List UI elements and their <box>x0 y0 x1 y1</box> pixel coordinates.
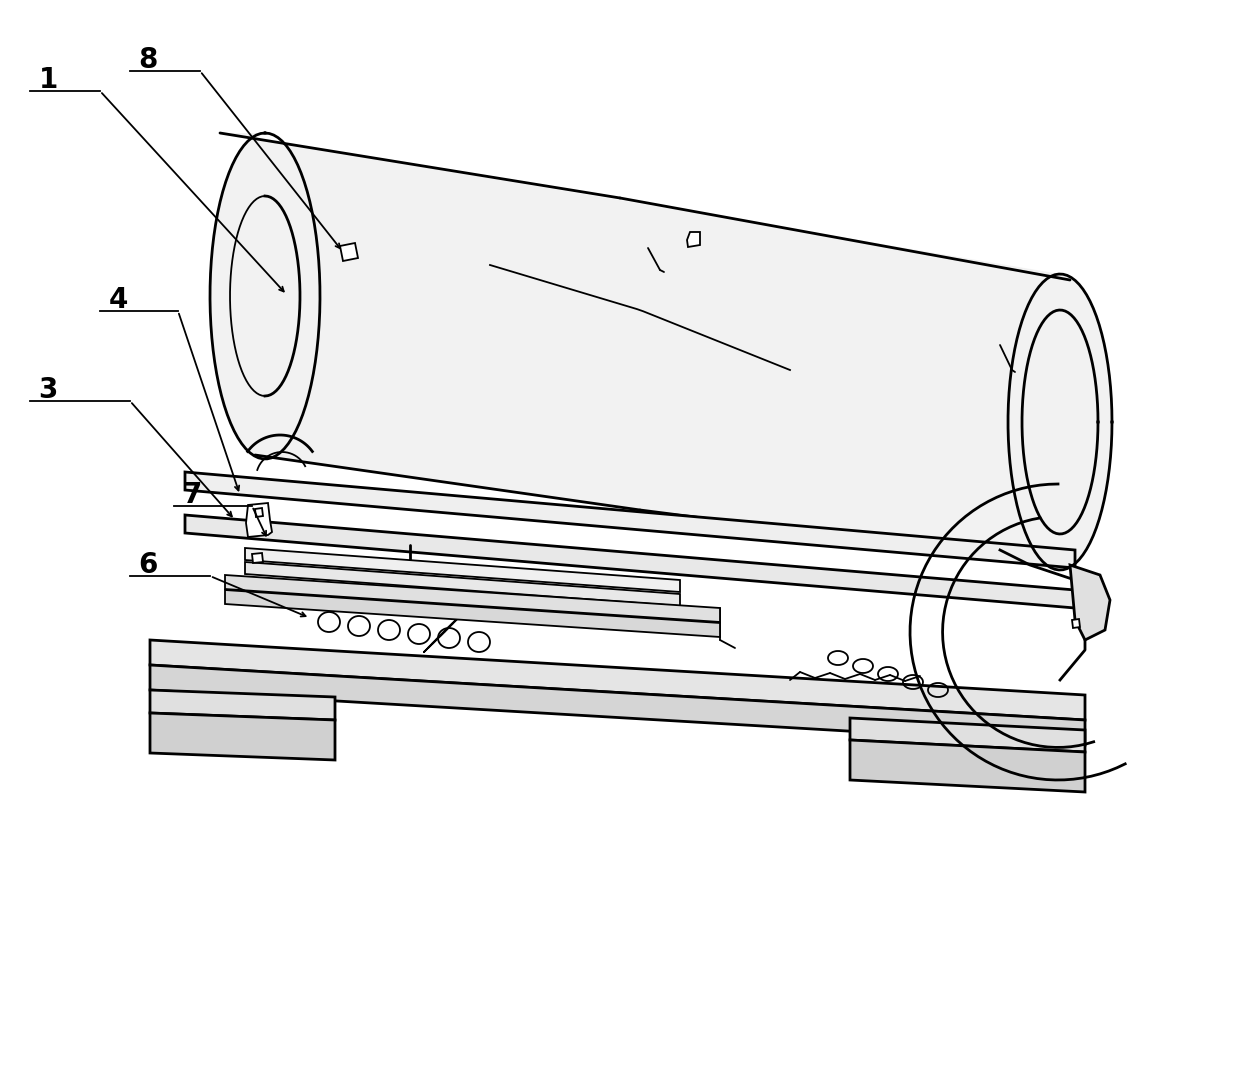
Polygon shape <box>150 640 1085 720</box>
Polygon shape <box>849 718 1085 752</box>
Polygon shape <box>246 548 680 592</box>
Polygon shape <box>252 553 263 563</box>
Polygon shape <box>185 472 1075 568</box>
Text: 8: 8 <box>139 46 157 74</box>
Polygon shape <box>1070 565 1110 640</box>
Text: 6: 6 <box>139 551 157 579</box>
Polygon shape <box>340 243 358 261</box>
Text: 3: 3 <box>38 376 58 404</box>
Text: 4: 4 <box>108 286 128 314</box>
Polygon shape <box>150 690 335 720</box>
Polygon shape <box>210 133 1112 570</box>
Polygon shape <box>246 502 272 537</box>
Polygon shape <box>687 232 701 247</box>
Polygon shape <box>224 590 720 637</box>
Polygon shape <box>224 575 720 622</box>
Polygon shape <box>185 515 1075 608</box>
Polygon shape <box>1073 619 1080 628</box>
Polygon shape <box>246 562 680 606</box>
Polygon shape <box>150 713 335 760</box>
Polygon shape <box>150 665 1085 745</box>
Polygon shape <box>255 508 263 516</box>
Text: 7: 7 <box>182 481 202 509</box>
Polygon shape <box>849 740 1085 792</box>
Text: 1: 1 <box>38 66 57 94</box>
